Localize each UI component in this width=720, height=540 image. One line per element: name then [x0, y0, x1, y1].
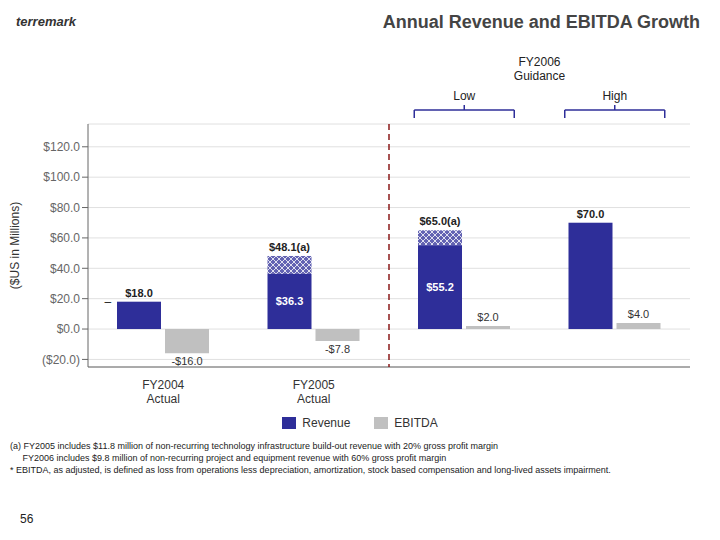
- svg-text:-$7.8: -$7.8: [325, 343, 350, 355]
- svg-text:–: –: [105, 295, 112, 309]
- svg-text:$48.1(a): $48.1(a): [269, 241, 310, 253]
- svg-text:-$16.0: -$16.0: [171, 355, 202, 367]
- svg-text:$36.3: $36.3: [276, 295, 304, 307]
- svg-text:($US in Millions): ($US in Millions): [8, 202, 22, 289]
- svg-text:$70.0: $70.0: [577, 208, 605, 220]
- svg-text:$18.0: $18.0: [125, 287, 153, 299]
- html-text:Revenue: Revenue: [302, 416, 351, 430]
- svg-text:$0.0: $0.0: [57, 322, 81, 336]
- svg-text:$55.2: $55.2: [426, 281, 454, 293]
- svg-text:$65.0(a): $65.0(a): [420, 215, 461, 227]
- svg-text:$2.0: $2.0: [477, 311, 498, 323]
- html-text:56: 56: [20, 512, 34, 526]
- svg-text:FY2004Actual: FY2004Actual: [142, 378, 184, 406]
- html-text:(a) FY2005 includes $11.8 mill: (a) FY2005 includes $11.8 million of non…: [10, 441, 499, 451]
- svg-text:FY2005Actual: FY2005Actual: [293, 378, 335, 406]
- svg-text:$60.0: $60.0: [50, 231, 80, 245]
- svg-text:$4.0: $4.0: [628, 308, 649, 320]
- svg-text:$100.0: $100.0: [43, 170, 80, 184]
- svg-text:FY2006Guidance: FY2006Guidance: [514, 55, 566, 83]
- svg-text:$40.0: $40.0: [50, 262, 80, 276]
- svg-text:$120.0: $120.0: [43, 140, 80, 154]
- html-text:EBITDA: EBITDA: [394, 416, 438, 430]
- svg-text:$80.0: $80.0: [50, 201, 80, 215]
- html-text:* EBITDA, as adjusted, is defi: * EBITDA, as adjusted, is defined as los…: [10, 465, 611, 475]
- svg-text:High: High: [602, 89, 627, 103]
- html-text:Annual Revenue and EBITDA Grow: Annual Revenue and EBITDA Growth: [382, 12, 700, 32]
- svg-text:($20.0): ($20.0): [42, 353, 80, 367]
- html-text:terremark: terremark: [16, 14, 76, 29]
- html-text:FY2006 includes $9.8 million o: FY2006 includes $9.8 million of non-recu…: [10, 453, 447, 463]
- svg-text:Low: Low: [453, 89, 475, 103]
- svg-text:$20.0: $20.0: [50, 292, 80, 306]
